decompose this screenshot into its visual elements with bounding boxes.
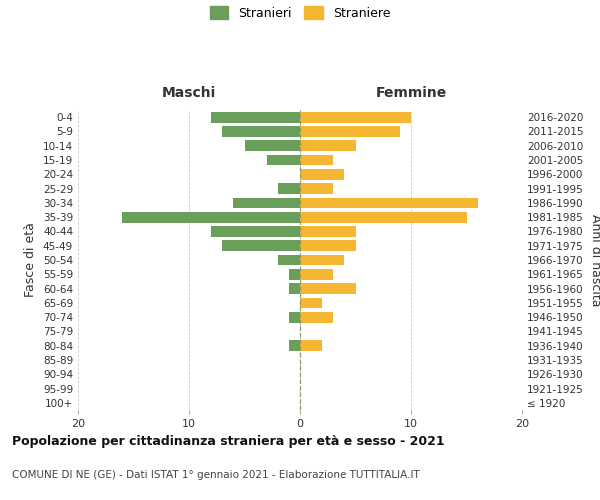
Bar xyxy=(211,112,300,122)
Text: Popolazione per cittadinanza straniera per età e sesso - 2021: Popolazione per cittadinanza straniera p… xyxy=(12,435,445,448)
Bar xyxy=(300,169,344,179)
Bar xyxy=(300,298,322,308)
Bar xyxy=(300,140,355,151)
Bar xyxy=(289,283,300,294)
Bar xyxy=(300,340,322,351)
Bar xyxy=(300,240,355,251)
Bar xyxy=(300,198,478,208)
Bar xyxy=(300,226,355,237)
Bar xyxy=(300,154,334,166)
Text: Maschi: Maschi xyxy=(162,86,216,100)
Bar xyxy=(300,212,467,222)
Bar xyxy=(278,183,300,194)
Bar xyxy=(211,226,300,237)
Legend: Stranieri, Straniere: Stranieri, Straniere xyxy=(206,2,394,24)
Bar xyxy=(300,312,334,322)
Bar xyxy=(300,269,334,280)
Bar xyxy=(122,212,300,222)
Y-axis label: Fasce di età: Fasce di età xyxy=(25,222,37,298)
Bar xyxy=(289,269,300,280)
Bar xyxy=(266,154,300,166)
Bar xyxy=(300,126,400,137)
Text: COMUNE DI NE (GE) - Dati ISTAT 1° gennaio 2021 - Elaborazione TUTTITALIA.IT: COMUNE DI NE (GE) - Dati ISTAT 1° gennai… xyxy=(12,470,420,480)
Bar xyxy=(300,112,411,122)
Text: Femmine: Femmine xyxy=(376,86,446,100)
Bar xyxy=(222,240,300,251)
Bar xyxy=(300,254,344,266)
Bar xyxy=(300,283,355,294)
Bar xyxy=(289,340,300,351)
Bar xyxy=(278,254,300,266)
Bar xyxy=(222,126,300,137)
Y-axis label: Anni di nascita: Anni di nascita xyxy=(589,214,600,306)
Bar xyxy=(245,140,300,151)
Bar xyxy=(300,183,334,194)
Bar xyxy=(233,198,300,208)
Bar xyxy=(289,312,300,322)
